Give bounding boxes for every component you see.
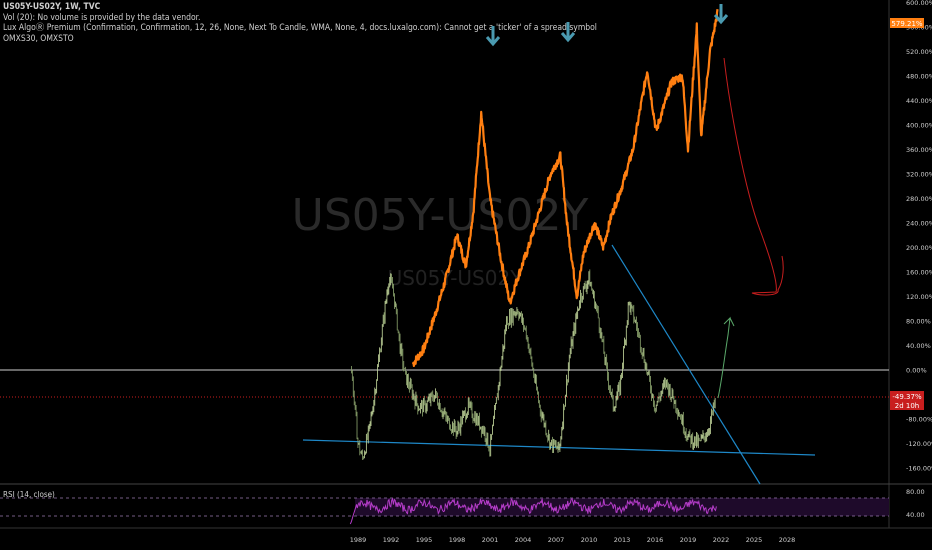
vol-indicator-legend[interactable]: Vol (20): No volume is provided by the d… — [3, 12, 201, 23]
time-axis-label: 2022 — [713, 536, 730, 544]
time-axis-label: 1998 — [449, 536, 466, 544]
rsi-axis-80: 80.00 — [906, 488, 925, 496]
rsi-line — [349, 497, 717, 525]
price-axis-label: 240.00% — [906, 220, 932, 228]
price-axis-label: -80.00% — [906, 416, 932, 424]
watermark-main: US05Y-US02Y — [292, 190, 589, 241]
time-axis-label: 2010 — [581, 536, 598, 544]
price-axis-label: 80.00% — [906, 318, 931, 326]
compare-symbol-legend[interactable]: OMXS30, OMXSTO — [3, 33, 74, 44]
rsi-axis-40: 40.00 — [906, 511, 925, 519]
omx-orange-line — [411, 9, 719, 367]
arrow-down-icon — [560, 22, 576, 43]
time-axis-label: 2004 — [515, 536, 532, 544]
price-axis-label: -120.00% — [906, 440, 932, 448]
price-axis-label: 200.00% — [906, 244, 932, 252]
time-axis-label: 2019 — [680, 536, 697, 544]
time-axis-label: 1992 — [383, 536, 400, 544]
time-axis-label: 2025 — [746, 536, 763, 544]
price-axis-label: -160.00% — [906, 465, 932, 473]
time-axis[interactable]: 1989 1992 1995 1998 2001 2004 2007 2010 2013 2016… — [350, 536, 796, 544]
price-axis-label: 160.00% — [906, 269, 932, 277]
price-axis-label: 0.00% — [906, 367, 927, 375]
chart-header: US05Y-US02Y, 1W, TVC Vol (20): No volume… — [3, 2, 597, 44]
price-axis-label: 440.00% — [906, 97, 932, 105]
projection-green-curve — [717, 316, 735, 399]
candle-countdown: 2d 10h — [895, 402, 919, 410]
rsi-legend[interactable]: RSI (14, close) — [3, 490, 55, 499]
time-axis-label: 1995 — [416, 536, 433, 544]
orange-price-tag: 579.21% — [891, 20, 922, 28]
arrow-down-icon — [485, 26, 501, 47]
price-axis-label: 360.00% — [906, 146, 932, 154]
luxalgo-indicator-legend[interactable]: Lux AlgoⓇ Premium (Confirmation, Confirm… — [3, 23, 597, 33]
time-axis-label: 2016 — [647, 536, 664, 544]
price-axis-label: 520.00% — [906, 48, 932, 56]
price-axis-label: 40.00% — [906, 342, 931, 350]
spread-candles-series — [350, 269, 716, 460]
orange-price-tag-bg — [890, 18, 924, 28]
time-axis-label: 2013 — [614, 536, 631, 544]
time-axis-label: 2007 — [548, 536, 565, 544]
price-axis-label: 600.00% — [906, 0, 932, 7]
price-axis-label: 480.00% — [906, 73, 932, 81]
projection-red-curve — [723, 57, 784, 296]
symbol-title[interactable]: US05Y-US02Y, 1W, TVC — [3, 2, 101, 12]
time-axis-label: 1989 — [350, 536, 367, 544]
arrow-down-icon — [713, 4, 729, 25]
price-axis-label: 120.00% — [906, 293, 932, 301]
resistance-trendline — [611, 244, 761, 485]
price-axis-label: 280.00% — [906, 195, 932, 203]
red-price-tag: -49.37% — [892, 393, 922, 401]
price-axis-label: 320.00% — [906, 171, 932, 179]
time-axis-label: 2001 — [482, 536, 499, 544]
red-price-tag-bg — [890, 391, 924, 410]
price-axis-label: 400.00% — [906, 122, 932, 130]
watermark-secondary: US05Y-US02Y — [388, 266, 524, 290]
time-axis-label: 2028 — [779, 536, 796, 544]
